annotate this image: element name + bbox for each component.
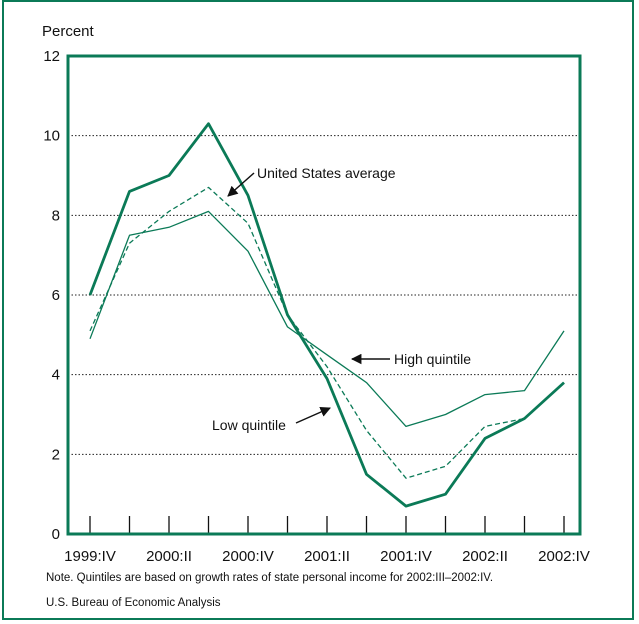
x-tick-label: 2002:IV <box>538 548 590 565</box>
x-tick-label: 2000:IV <box>222 548 274 565</box>
y-tick-label: 8 <box>52 207 60 224</box>
series-lines <box>88 122 565 508</box>
annotation-label: United States average <box>257 165 396 181</box>
y-tick-label: 10 <box>43 128 60 145</box>
y-tick-labels: 0 2 4 6 8 10 12 <box>43 48 60 543</box>
series-line-united-states-average <box>89 186 565 479</box>
annotation-label: Low quintile <box>212 417 286 433</box>
chart-source: U.S. Bureau of Economic Analysis <box>46 597 221 609</box>
x-tick-label: 2000:II <box>146 548 192 565</box>
y-tick-label: 4 <box>52 367 60 384</box>
annotation-label: High quintile <box>394 351 471 367</box>
annotations: United States average High quintile Low qu… <box>212 165 471 433</box>
chart-note: Note. Quintiles are based on growth rate… <box>46 572 494 584</box>
y-axis-label: Percent <box>42 23 94 40</box>
x-tick-marks <box>89 516 565 534</box>
y-tick-label: 2 <box>52 446 60 463</box>
x-tick-label: 2001:II <box>304 548 350 565</box>
grid-lines <box>68 135 580 455</box>
plot-border <box>66 54 582 536</box>
series-line-low-quintile <box>88 122 565 508</box>
annotation-arrow <box>227 172 255 197</box>
x-tick-labels: 1999:IV 2000:II 2000:IV 2001:II 2001:IV 2002:… <box>64 548 590 565</box>
annotation-arrow <box>295 407 331 424</box>
x-tick-label: 1999:IV <box>64 548 116 565</box>
y-tick-label: 0 <box>52 526 60 543</box>
y-tick-label: 12 <box>43 48 60 65</box>
series-line-high-quintile <box>89 210 565 428</box>
y-tick-label: 6 <box>52 287 60 304</box>
x-tick-label: 2001:IV <box>380 548 432 565</box>
x-tick-label: 2002:II <box>462 548 508 565</box>
